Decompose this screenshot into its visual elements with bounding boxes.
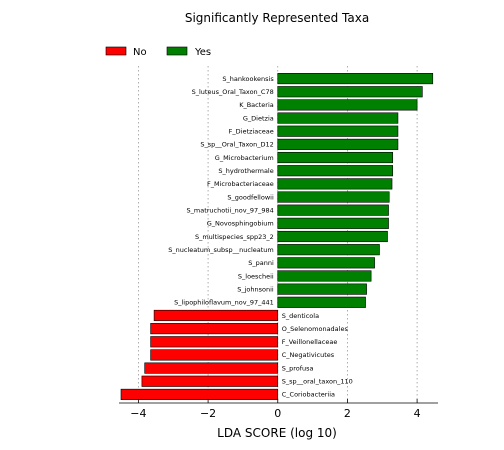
- legend-label-no: No: [133, 47, 147, 58]
- category-label-5: S_sp__Oral_Taxon_D12: [200, 141, 273, 149]
- bar-23: [141, 375, 279, 387]
- category-label-21: C_Negativicutes: [282, 351, 335, 359]
- category-label-4: F_Dietziaceae: [229, 128, 274, 136]
- category-label-24: C_Coriobacteriia: [282, 391, 335, 399]
- bar-16: [277, 283, 367, 295]
- category-label-2: K_Bacteria: [239, 101, 274, 109]
- bar-2: [277, 99, 418, 111]
- category-label-9: S_goodfellowii: [227, 193, 274, 201]
- category-label-11: G_Novosphingobium: [207, 220, 274, 228]
- x-tick-label-1: −2: [200, 407, 216, 420]
- bar-12: [277, 230, 388, 243]
- bar-24: [120, 388, 279, 400]
- bar-1: [277, 86, 423, 98]
- bar-5: [277, 138, 399, 150]
- bar-20: [150, 336, 279, 348]
- category-label-0: S_hankookensis: [222, 75, 274, 83]
- category-label-12: S_multispecies_spp23_2: [195, 233, 274, 241]
- category-label-19: O_Selenomonadales: [282, 325, 349, 333]
- x-axis: −4 −2 0 2 4: [119, 399, 438, 420]
- bar-7: [277, 165, 394, 177]
- bar-19: [150, 323, 279, 335]
- bars: [120, 73, 434, 400]
- category-label-3: G_Dietzia: [243, 114, 274, 122]
- x-tick-label-4: 4: [414, 407, 421, 420]
- bar-17: [277, 296, 366, 308]
- bar-18: [153, 309, 279, 322]
- category-label-17: S_lipophiloflavum_nov_97_441: [174, 299, 274, 307]
- bar-10: [277, 204, 389, 216]
- category-label-8: F_Microbacteriaceae: [207, 180, 274, 188]
- bar-22: [144, 362, 279, 374]
- x-tick-label-2: 0: [274, 407, 281, 420]
- bar-13: [277, 244, 380, 256]
- category-label-14: S_panni: [248, 259, 274, 267]
- bar-0: [277, 73, 434, 85]
- category-label-6: G_Microbacterium: [215, 154, 274, 162]
- category-label-22: S_profusa: [282, 364, 314, 372]
- bar-14: [277, 257, 375, 269]
- legend: No Yes: [105, 46, 211, 58]
- category-label-23: S_sp__oral_taxon_110: [282, 378, 353, 386]
- x-tick-label-0: −4: [130, 407, 146, 420]
- category-label-15: S_loescheii: [238, 272, 274, 280]
- category-labels: S_hankookensis S_luteus_Oral_Taxon_C78 K_B…: [168, 75, 353, 399]
- category-label-7: S_hydrothermale: [218, 167, 273, 175]
- bar-9: [277, 191, 390, 203]
- legend-label-yes: Yes: [194, 47, 211, 58]
- category-label-1: S_luteus_Oral_Taxon_C78: [192, 88, 274, 96]
- x-axis-title: LDA SCORE (log 10): [217, 426, 337, 440]
- bar-4: [277, 125, 399, 137]
- chart-title: Significantly Represented Taxa: [185, 11, 369, 25]
- legend-swatch-yes: [166, 46, 188, 56]
- category-label-10: S_matruchotii_nov_97_984: [187, 206, 274, 214]
- category-label-16: S_johnsonii: [237, 285, 274, 293]
- category-label-18: S_denticola: [282, 312, 319, 320]
- category-label-13: S_nucleatum_subsp__nucleatum: [168, 246, 273, 254]
- category-label-20: F_Veillonellaceae: [282, 338, 338, 346]
- bar-11: [277, 217, 389, 229]
- bar-8: [277, 178, 393, 190]
- legend-swatch-no: [105, 46, 127, 56]
- bar-6: [277, 151, 394, 164]
- x-tick-label-3: 2: [344, 407, 351, 420]
- bar-15: [277, 270, 372, 282]
- bar-3: [277, 112, 399, 124]
- bar-21: [150, 349, 279, 361]
